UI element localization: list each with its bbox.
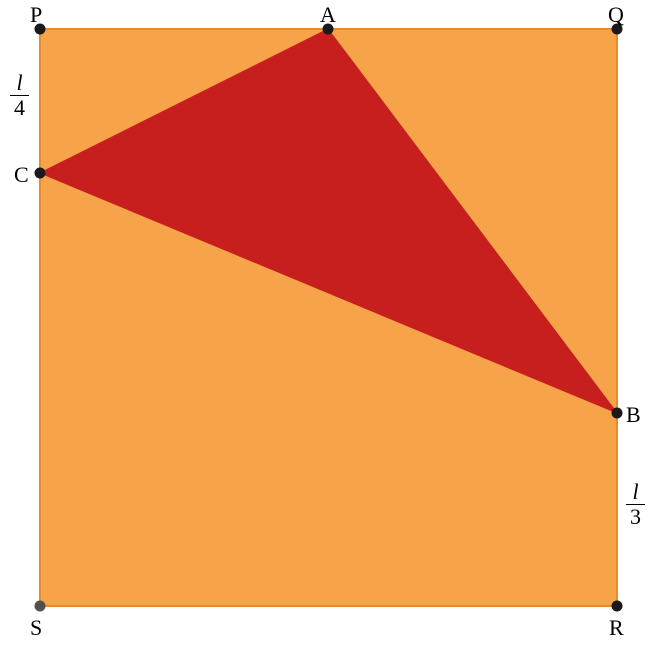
label-p: P <box>30 2 42 28</box>
fraction-right-den: 3 <box>626 505 645 529</box>
fraction-right-num: l <box>626 480 645 505</box>
fraction-left: l 4 <box>10 71 29 120</box>
label-a: A <box>320 2 336 28</box>
label-r: R <box>609 615 624 641</box>
fraction-left-den: 4 <box>10 96 29 120</box>
fraction-left-num: l <box>10 71 29 96</box>
label-q: Q <box>608 2 624 28</box>
geometry-canvas <box>0 0 650 647</box>
label-c: C <box>14 162 29 188</box>
label-b: B <box>626 402 641 428</box>
label-s: S <box>30 615 42 641</box>
fraction-right: l 3 <box>626 480 645 529</box>
